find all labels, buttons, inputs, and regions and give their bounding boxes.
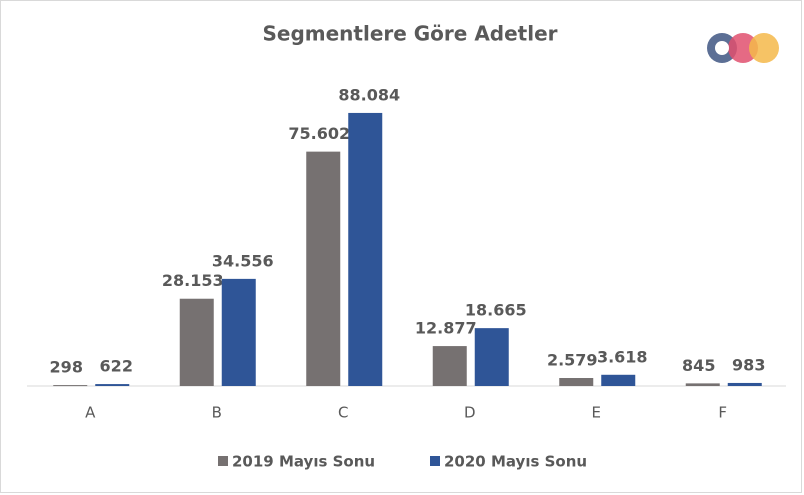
bar bbox=[348, 112, 383, 386]
x-tick-label: A bbox=[85, 404, 96, 422]
bar bbox=[179, 298, 214, 386]
data-label: 3.618 bbox=[597, 347, 648, 366]
legend-swatch bbox=[218, 456, 228, 466]
bar bbox=[306, 151, 341, 386]
bar bbox=[601, 374, 636, 386]
bar bbox=[685, 383, 720, 386]
x-tick-label: F bbox=[718, 404, 727, 422]
data-label: 983 bbox=[732, 355, 765, 374]
logo bbox=[707, 33, 779, 63]
bar bbox=[95, 384, 130, 386]
legend-swatch bbox=[430, 456, 440, 466]
data-label: 12.877 bbox=[415, 319, 477, 338]
x-tick-label: D bbox=[464, 404, 476, 422]
bar bbox=[221, 278, 256, 386]
legend-label: 2019 Mayıs Sonu bbox=[232, 453, 375, 471]
data-label: 34.556 bbox=[212, 251, 274, 270]
x-tick-label: C bbox=[338, 404, 348, 422]
x-tick-label: E bbox=[592, 404, 601, 422]
bar bbox=[474, 328, 509, 386]
data-label: 2.579 bbox=[547, 351, 598, 370]
data-label: 28.153 bbox=[162, 271, 224, 290]
data-label: 298 bbox=[50, 358, 83, 377]
data-label: 622 bbox=[100, 357, 133, 376]
chart-title: Segmentlere Göre Adetler bbox=[262, 22, 557, 46]
bar bbox=[432, 346, 467, 386]
data-label: 18.665 bbox=[465, 301, 527, 320]
x-tick-label: B bbox=[212, 404, 222, 422]
legend-label: 2020 Mayıs Sonu bbox=[444, 453, 587, 471]
data-label: 88.084 bbox=[338, 85, 400, 104]
data-label: 75.602 bbox=[288, 124, 350, 143]
bar bbox=[559, 378, 594, 386]
data-label: 845 bbox=[682, 356, 715, 375]
bar bbox=[727, 382, 762, 386]
bar bbox=[53, 385, 88, 387]
